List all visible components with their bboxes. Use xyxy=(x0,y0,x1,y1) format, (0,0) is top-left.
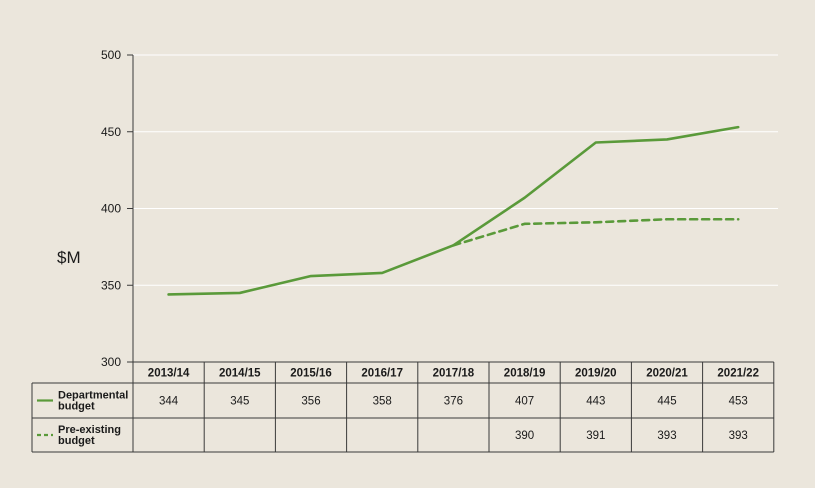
table-cell-value: 391 xyxy=(586,430,605,442)
y-tick-label: 500 xyxy=(101,48,121,62)
y-tick-label: 350 xyxy=(101,278,121,292)
x-category-label: 2014/15 xyxy=(219,368,261,380)
x-category-label: 2018/19 xyxy=(504,368,546,380)
table-cell-value: 445 xyxy=(657,396,676,408)
table-cell-value: 356 xyxy=(301,396,320,408)
x-category-label: 2020/21 xyxy=(646,368,688,380)
table-cell-value: 345 xyxy=(230,396,249,408)
table-cell-value: 376 xyxy=(444,396,463,408)
table-cell-value: 453 xyxy=(729,396,748,408)
x-category-label: 2015/16 xyxy=(290,368,332,380)
x-category-label: 2019/20 xyxy=(575,368,617,380)
pre-existing-budget-line xyxy=(452,217,740,247)
table-cell-value: 393 xyxy=(657,430,676,442)
gridlines xyxy=(133,54,778,286)
x-category-label: 2016/17 xyxy=(361,368,403,380)
axes xyxy=(127,54,134,363)
y-tick-label: 300 xyxy=(101,355,121,369)
legend-label: Pre-existing budget xyxy=(58,424,121,447)
table-cell-value: 443 xyxy=(586,396,605,408)
table-cell-value: 393 xyxy=(729,430,748,442)
y-axis-label: $M xyxy=(57,248,81,267)
data-table: 2013/14 2014/15 2015/16 2016/17 2017/18 2018/… xyxy=(31,361,775,453)
x-category-label: 2013/14 xyxy=(148,368,190,380)
y-tick-label: 400 xyxy=(101,202,121,216)
x-category-label: 2017/18 xyxy=(433,368,475,380)
table-cell-value: 358 xyxy=(373,396,392,408)
series-lines xyxy=(167,125,740,296)
table-cell-value: 407 xyxy=(515,396,534,408)
departmental-budget-line xyxy=(167,125,740,296)
table-cell-value: 390 xyxy=(515,430,534,442)
table-cell-value: 344 xyxy=(159,396,179,408)
y-tick-labels: 300 350 400 450 500 xyxy=(101,48,121,369)
legend-label: Departmental budget xyxy=(58,390,128,413)
x-category-label: 2021/22 xyxy=(717,368,759,380)
y-tick-label: 450 xyxy=(101,125,121,139)
